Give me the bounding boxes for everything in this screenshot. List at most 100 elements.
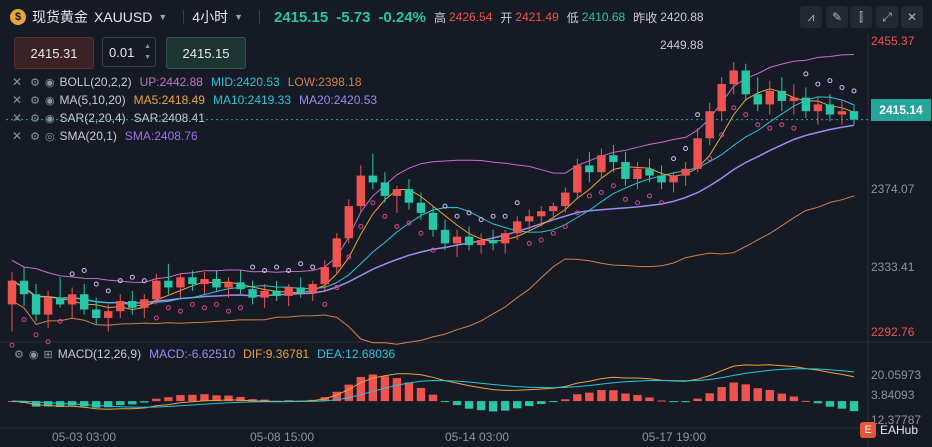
- peak-label: 2449.88: [660, 38, 704, 52]
- ma10-line: [11, 96, 855, 307]
- timeframe-chevron-icon[interactable]: ▼: [234, 12, 243, 22]
- low-label: 低: [566, 10, 579, 25]
- candle-type-icon[interactable]: ⫿: [850, 6, 872, 28]
- sar-dot: [526, 240, 532, 246]
- lot-stepper-icon[interactable]: ▲ ▼: [144, 43, 151, 61]
- macd-histogram-bar: [777, 393, 787, 402]
- sar-dot: [153, 315, 159, 321]
- chevron-down-icon[interactable]: ▼: [158, 12, 168, 22]
- macd-histogram-bar: [717, 387, 726, 402]
- candle-body: [801, 97, 811, 112]
- sar-dot: [502, 213, 508, 219]
- candle-body: [573, 165, 582, 193]
- open-value: 2421.49: [515, 10, 559, 24]
- sar-dot: [683, 145, 689, 151]
- price-change-pct: -0.24%: [378, 8, 426, 26]
- open-label: 开: [500, 10, 513, 25]
- candle-body: [55, 297, 65, 305]
- macd-histogram-bar: [801, 400, 811, 402]
- axis-label-bottom: 2292.76: [871, 325, 915, 339]
- settings-icon[interactable]: ⚙: [30, 76, 40, 89]
- sar-dot: [382, 213, 388, 219]
- boll-low: LOW:2398.18: [287, 75, 362, 89]
- close-icon[interactable]: ✕: [12, 75, 23, 89]
- eye-icon[interactable]: ◉: [44, 112, 55, 125]
- candle-body: [825, 104, 835, 115]
- sma-value: SMA:2408.76: [124, 129, 198, 143]
- candle-body: [320, 267, 329, 285]
- sell-price-button[interactable]: 2415.31: [14, 37, 94, 69]
- candle-body: [753, 94, 762, 105]
- boll-name: BOLL(20,2,2): [59, 75, 132, 89]
- candle-body: [332, 238, 341, 268]
- sar-dot: [538, 237, 544, 243]
- candle-body: [368, 175, 378, 183]
- candle-body: [79, 294, 89, 310]
- symbol-name[interactable]: 现货黄金: [32, 9, 88, 25]
- sar-dot: [695, 112, 701, 118]
- macd-histogram-bar: [488, 401, 498, 412]
- macd-histogram-bar: [464, 401, 474, 409]
- sar-dot: [586, 193, 592, 199]
- close-icon[interactable]: ✕: [12, 129, 23, 143]
- settings-icon[interactable]: ⚙: [30, 112, 40, 125]
- symbol-code[interactable]: XAUUSD: [94, 9, 153, 25]
- buy-price-button[interactable]: 2415.15: [166, 37, 246, 69]
- eye-off-icon[interactable]: ◎: [44, 130, 55, 143]
- settings-icon[interactable]: ⚙: [30, 94, 40, 107]
- candle-body: [621, 162, 630, 179]
- sar-dot: [851, 88, 857, 94]
- draw-tool-icon[interactable]: ✎: [826, 6, 848, 28]
- macd-histogram-bar: [765, 390, 774, 402]
- lot-size-input[interactable]: 0.01 ▲ ▼: [102, 37, 156, 67]
- close-icon[interactable]: ✕: [901, 6, 923, 28]
- symbol-header: $ 现货黄金 XAUUSD ▼ 4小时 ▼ 2415.15 -5.73 -0.2…: [0, 0, 932, 34]
- watermark-text: EAHub: [880, 423, 919, 437]
- macd-histogram-bar: [669, 401, 678, 403]
- settings-icon[interactable]: ⚙: [14, 348, 24, 361]
- macd-histogram-bar: [657, 400, 666, 402]
- macd-histogram-bar: [729, 382, 738, 402]
- price-change: -5.73: [336, 8, 371, 26]
- macd-histogram-bar: [200, 394, 209, 402]
- close-icon[interactable]: ✕: [12, 93, 23, 107]
- macd-axis-label: 20.05973: [871, 368, 922, 382]
- timeframe-selector[interactable]: 4小时: [192, 9, 229, 25]
- macd-histogram-bar: [260, 399, 269, 402]
- sar-dot: [274, 264, 280, 270]
- sar-dot: [81, 268, 87, 274]
- candle-body: [500, 233, 510, 244]
- candle-body: [43, 297, 53, 315]
- fullscreen-icon[interactable]: ⤢: [876, 6, 898, 28]
- candle-body: [669, 175, 678, 183]
- candle-body: [404, 189, 414, 203]
- macd-histogram-bar: [152, 398, 161, 402]
- eye-icon[interactable]: ◉: [44, 94, 55, 107]
- sar-dot: [177, 308, 183, 314]
- macd-histogram-bar: [573, 394, 582, 402]
- eye-icon[interactable]: ◉: [44, 76, 55, 89]
- sar-dot: [105, 288, 111, 294]
- eye-icon[interactable]: ◉: [28, 348, 39, 361]
- dea-value: DEA:12.68036: [317, 347, 396, 361]
- indicator-icon[interactable]: ⩘: [800, 6, 822, 28]
- macd-histogram-bar: [789, 396, 799, 402]
- expand-icon[interactable]: ⊞: [43, 348, 53, 361]
- prev-close-value: 2420.88: [660, 10, 704, 24]
- gold-coin-icon: $: [10, 9, 26, 25]
- candle-body: [31, 294, 41, 315]
- ma5-line: [11, 88, 855, 311]
- candle-body: [224, 282, 233, 288]
- close-icon[interactable]: ✕: [12, 111, 23, 125]
- candle-body: [140, 299, 149, 308]
- settings-icon[interactable]: ⚙: [30, 130, 40, 143]
- sar-dot: [827, 78, 833, 84]
- candle-body: [741, 70, 750, 95]
- macd-histogram-bar: [67, 401, 77, 406]
- candle-body: [693, 138, 702, 169]
- candle-body: [92, 309, 101, 318]
- candle-body: [549, 206, 558, 212]
- sar-dot: [238, 305, 244, 311]
- sar-dot: [707, 156, 713, 162]
